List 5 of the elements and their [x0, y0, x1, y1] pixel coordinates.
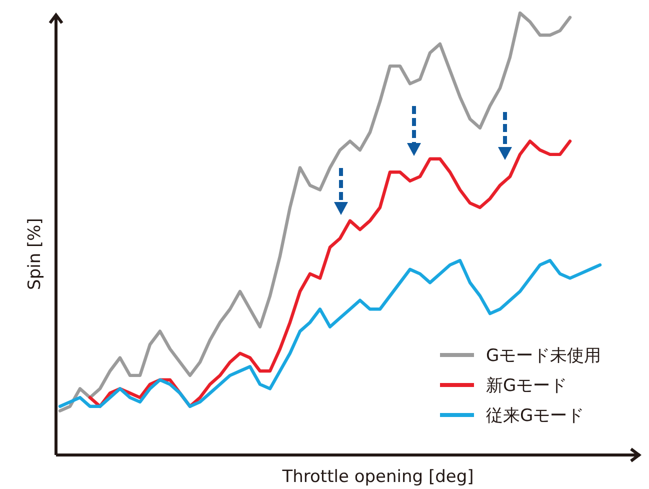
legend-label: Gモード未使用: [486, 346, 602, 366]
x-axis-title: Throttle opening [deg]: [281, 467, 474, 487]
legend-label: 従来Gモード: [486, 406, 584, 426]
y-axis-title: Spin [%]: [25, 218, 45, 290]
legend-label: 新Gモード: [486, 376, 568, 396]
